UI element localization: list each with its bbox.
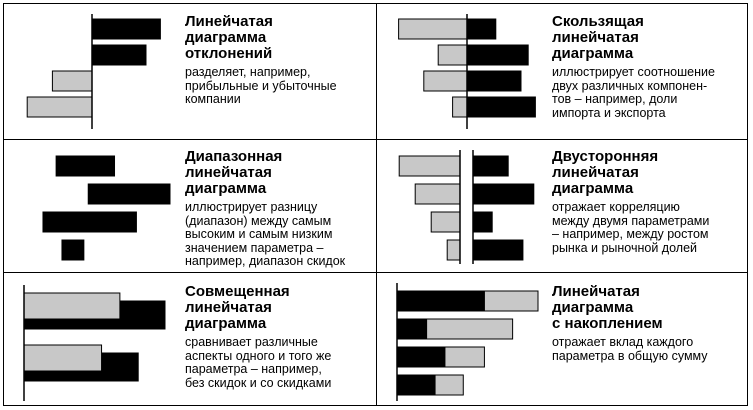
panel-combined-bar-chart: Совмещенная линейчатая диаграмма сравнив… — [4, 273, 376, 407]
stacked-chart-figure — [396, 283, 539, 401]
deviation-bar-2 — [91, 44, 147, 66]
chart-types-grid: Линейчатая диаграмма отклонений разделяе… — [3, 3, 748, 406]
panel-deviation-bar-chart: Линейчатая диаграмма отклонений разделяе… — [4, 4, 376, 139]
range-chart-title: Диапазонная линейчатая диаграмма — [185, 148, 283, 197]
two-sided-chart-title: Двусторонняя линейчатая диаграмма — [552, 148, 659, 197]
sliding-chart-figure — [398, 14, 536, 129]
sliding-bar-left-4 — [452, 96, 468, 118]
range-bar-3 — [42, 211, 137, 233]
row-divider-2 — [4, 272, 747, 273]
combined-chart-figure — [23, 285, 166, 401]
stacked-bar-dark-1 — [396, 290, 485, 312]
sliding-chart-title: Скользящая линейчатая диаграмма — [552, 13, 644, 62]
two-sided-bar-left-1 — [398, 155, 461, 177]
range-chart-description: иллюстрирует разницу (диапазон) между са… — [185, 200, 346, 268]
sliding-bar-right-4 — [466, 96, 536, 118]
row-divider-1 — [4, 139, 747, 140]
two-sided-bar-right-1 — [472, 155, 509, 177]
column-divider — [376, 4, 377, 405]
combined-chart-title: Совмещенная линейчатая диаграмма — [185, 283, 290, 332]
sliding-bar-left-3 — [423, 70, 468, 92]
combined-bar-light-1 — [23, 292, 121, 320]
stacked-chart-title: Линейчатая диаграмма с накоплением — [552, 283, 663, 332]
stacked-bar-dark-2 — [396, 318, 428, 340]
two-sided-bar-left-4 — [446, 239, 461, 261]
range-bar-4 — [61, 239, 85, 261]
two-sided-bar-right-2 — [472, 183, 535, 205]
deviation-bar-1 — [91, 18, 161, 40]
stacked-bar-dark-3 — [396, 346, 446, 368]
two-sided-bar-left-3 — [430, 211, 461, 233]
two-sided-bar-right-3 — [472, 211, 493, 233]
deviation-chart-title: Линейчатая диаграмма отклонений — [185, 13, 273, 62]
stacked-bar-dark-4 — [396, 374, 436, 396]
stacked-bar-light-1 — [483, 290, 539, 312]
panel-stacked-bar-chart: Линейчатая диаграмма с накоплением отраж… — [377, 273, 749, 407]
stacked-chart-description: отражает вклад каждого параметра в общую… — [552, 335, 708, 363]
panel-sliding-bar-chart: Скользящая линейчатая диаграмма иллюстри… — [377, 4, 749, 139]
panel-range-bar-chart: Диапазонная линейчатая диаграмма иллюстр… — [4, 140, 376, 272]
deviation-bar-3 — [51, 70, 93, 92]
sliding-bar-left-2 — [437, 44, 468, 66]
sliding-bar-left-1 — [398, 18, 468, 40]
deviation-chart-description: разделяет, например, прибыльные и убыточ… — [185, 65, 337, 106]
combined-chart-description: сравнивает различные аспекты одного и то… — [185, 335, 332, 390]
sliding-bar-right-3 — [466, 70, 522, 92]
stacked-bar-light-3 — [444, 346, 485, 368]
sliding-bar-right-1 — [466, 18, 497, 40]
two-sided-chart-figure — [398, 150, 535, 264]
range-bar-1 — [55, 155, 116, 177]
sliding-bar-right-2 — [466, 44, 529, 66]
stacked-bar-light-4 — [434, 374, 464, 396]
two-sided-bar-right-4 — [472, 239, 524, 261]
combined-bar-light-2 — [23, 344, 103, 372]
range-bar-2 — [87, 183, 171, 205]
panel-two-sided-bar-chart: Двусторонняя линейчатая диаграмма отража… — [377, 140, 749, 272]
two-sided-bar-left-2 — [414, 183, 461, 205]
two-sided-chart-description: отражает корреляцию между двумя параметр… — [552, 200, 710, 255]
range-chart-figure — [42, 155, 171, 261]
deviation-chart-figure — [26, 14, 161, 129]
deviation-bar-4 — [26, 96, 93, 118]
stacked-bar-light-2 — [426, 318, 514, 340]
sliding-chart-description: иллюстрирует соотношение двух различных … — [552, 65, 715, 120]
